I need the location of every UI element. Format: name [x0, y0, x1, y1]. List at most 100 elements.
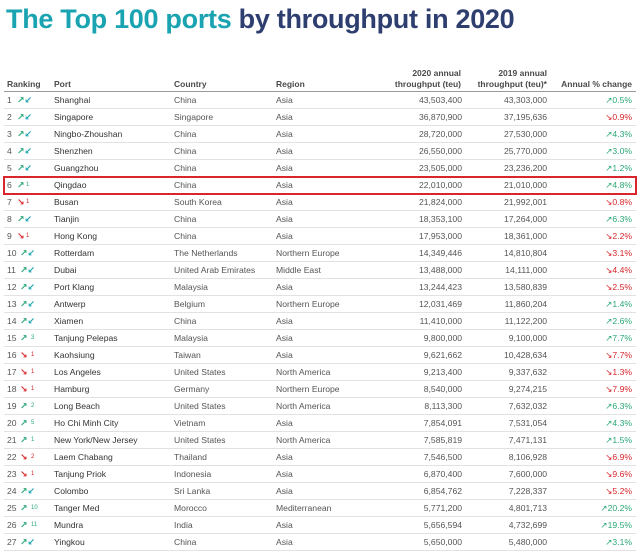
annual-change: ↘5.2% — [605, 486, 632, 497]
rank-up-icon: ↗ — [20, 418, 28, 429]
throughput-2020: 7,546,500 — [423, 452, 462, 463]
rank-up-icon: ↗ — [20, 401, 28, 412]
annual-change-value: 5.2% — [612, 486, 632, 497]
annual-change: ↗4.3% — [605, 129, 632, 140]
rank-down-icon: ↘ — [20, 452, 28, 463]
rank: 12 — [7, 282, 17, 293]
change-up-icon: ↗ — [605, 333, 613, 344]
rank: 26 — [7, 520, 17, 531]
rank: 22 — [7, 452, 17, 463]
rank-move: 3 — [31, 335, 35, 342]
table-row: 9 ↘ 1 Hong Kong China Asia 17,953,000 18,361,00… — [4, 228, 636, 246]
throughput-2020: 5,771,200 — [423, 503, 462, 514]
table-row: 17 ↘ 1 Los Angeles United States North Americ… — [4, 364, 636, 382]
annual-change: ↗2.6% — [605, 316, 632, 327]
port-name: Shenzhen — [54, 146, 93, 157]
throughput-2020: 6,870,400 — [423, 469, 462, 480]
throughput-2019: 37,195,636 — [503, 112, 547, 123]
rank: 17 — [7, 367, 17, 378]
annual-change: ↘7.7% — [605, 350, 632, 361]
throughput-2020: 13,244,423 — [418, 282, 462, 293]
annual-change-value: 7.7% — [612, 350, 632, 361]
region: Mediterranean — [276, 503, 332, 514]
rank-move: 2 — [31, 454, 35, 461]
region: Asia — [276, 180, 293, 191]
region: Asia — [276, 146, 293, 157]
rank: 1 — [7, 95, 12, 105]
rank-up-icon: ↗ — [20, 520, 28, 531]
annual-change-value: 4.8% — [612, 180, 632, 191]
throughput-2019: 9,274,215 — [508, 384, 547, 395]
header-2020-line1: 2020 annual — [412, 68, 461, 78]
country: Germany — [174, 384, 210, 395]
country: China — [174, 163, 197, 174]
annual-change: ↗1.2% — [605, 163, 632, 174]
region: Asia — [276, 197, 293, 208]
change-down-icon: ↘ — [605, 282, 613, 293]
change-down-icon: ↘ — [605, 265, 613, 276]
table-row: 8 ↗↙ Tianjin China Asia 18,353,100 17,264,000 ↗… — [4, 211, 636, 229]
change-up-icon: ↗ — [605, 316, 613, 327]
port-name: Tanger Med — [54, 503, 100, 514]
annual-change: ↗3.0% — [605, 146, 632, 157]
rank-unchanged-icon: ↗↙ — [17, 163, 33, 174]
table-row: 27 ↗↙ Yingkou China Asia 5,650,000 5,480,000 ↗3… — [4, 534, 636, 552]
throughput-2019: 18,361,000 — [503, 231, 547, 242]
change-up-icon: ↗ — [605, 146, 613, 157]
region: Asia — [276, 316, 293, 327]
rank-down-icon: ↘ — [20, 469, 28, 480]
change-up-icon: ↗ — [605, 418, 613, 429]
throughput-2020: 18,353,100 — [418, 214, 462, 225]
throughput-2020: 7,585,819 — [423, 435, 462, 446]
region: Asia — [276, 520, 293, 531]
throughput-2020: 9,800,000 — [423, 333, 462, 344]
rank: 11 — [7, 265, 16, 276]
change-down-icon: ↘ — [605, 367, 613, 378]
table-row: 16 ↘ 1 Kaohsiung Taiwan Asia 9,621,662 10,428,6… — [4, 347, 636, 365]
annual-change: ↗4.3% — [605, 418, 632, 429]
port-name: Busan — [54, 197, 79, 208]
throughput-2019: 14,810,804 — [503, 248, 547, 259]
throughput-2020: 6,854,762 — [423, 486, 462, 497]
table-row: 23 ↘ 1 Tanjung Priok Indonesia Asia 6,870,400 7… — [4, 466, 636, 484]
country: United States — [174, 367, 226, 378]
annual-change-value: 9.6% — [612, 469, 632, 480]
table-row: 22 ↘ 2 Laem Chabang Thailand Asia 7,546,500 8,1… — [4, 449, 636, 467]
annual-change: ↘2.2% — [605, 231, 632, 242]
throughput-2020: 8,540,000 — [423, 384, 462, 395]
change-up-icon: ↗ — [600, 520, 608, 531]
table-header: Ranking Port Country Region 2020 annual t… — [0, 66, 640, 90]
country: China — [174, 231, 197, 242]
country: Belgium — [174, 299, 206, 310]
region: Northern Europe — [276, 384, 340, 395]
region: Asia — [276, 214, 293, 225]
rank-unchanged-icon: ↗↙ — [20, 486, 36, 497]
change-up-icon: ↗ — [605, 435, 613, 446]
throughput-2020: 23,505,000 — [418, 163, 462, 174]
annual-change-value: 6.3% — [612, 214, 632, 225]
annual-change-value: 1.3% — [612, 367, 632, 378]
port-name: Hong Kong — [54, 231, 98, 242]
table-row: 20 ↗ 5 Ho Chi Minh City Vietnam Asia 7,854,091… — [4, 415, 636, 433]
port-name: Hamburg — [54, 384, 90, 395]
table-row: 10 ↗↙ Rotterdam The Netherlands Northern Eur… — [4, 245, 636, 263]
rank-move: 1 — [26, 182, 30, 189]
port-name: Ningbo-Zhoushan — [54, 129, 123, 140]
throughput-2019: 8,106,928 — [508, 452, 547, 463]
region: Asia — [276, 452, 293, 463]
table-row: 6 ↗ 1 Qingdao China Asia 22,010,000 21,010,000 ↗… — [3, 176, 637, 196]
change-down-icon: ↘ — [605, 452, 613, 463]
throughput-2020: 9,621,662 — [423, 350, 462, 361]
header-2020-line2: throughput (teu) — [394, 79, 461, 89]
throughput-2020: 5,650,000 — [423, 537, 462, 548]
annual-change: ↗6.3% — [605, 214, 632, 225]
country: Thailand — [174, 452, 207, 463]
throughput-2019: 7,471,131 — [508, 435, 547, 446]
rank: 23 — [7, 469, 17, 480]
change-up-icon: ↗ — [605, 180, 613, 191]
rank-down-icon: ↘ — [20, 384, 28, 395]
port-name: Tianjin — [54, 214, 79, 225]
annual-change: ↗19.5% — [600, 520, 632, 531]
change-down-icon: ↘ — [605, 197, 613, 208]
annual-change: ↘2.5% — [605, 282, 632, 293]
